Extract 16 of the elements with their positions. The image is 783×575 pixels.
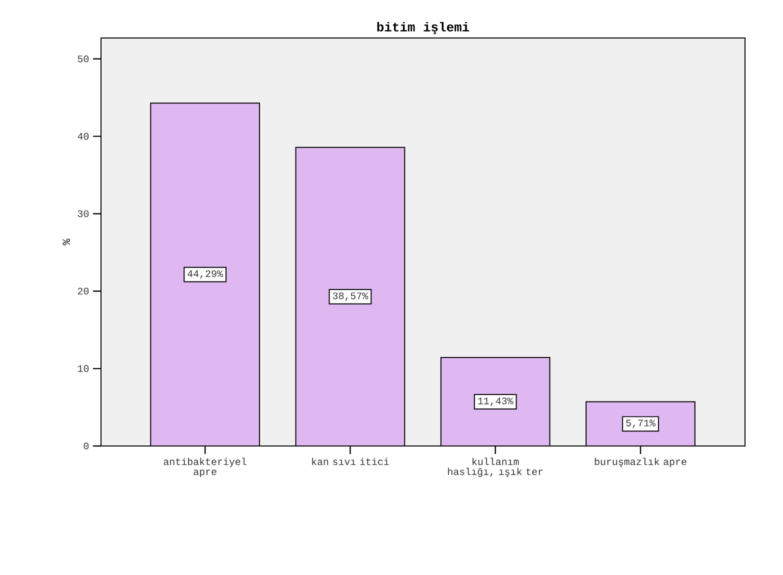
y-tick-label: 40 [78,132,89,140]
y-tick-label: 50 [78,56,89,62]
x-tick-label: kan sıvı itici [312,458,389,466]
data-label: 5,71% [626,420,656,428]
x-tick-label: kullanım haslığı, ışık ter [448,458,543,478]
chart-title: bitim işlemi [377,22,470,34]
data-label: 38,57% [332,292,368,301]
y-tick-label: 0 [84,442,89,450]
y-axis-title: % [62,238,70,246]
y-tick-label: 20 [78,288,89,295]
x-tick-label: buruşmazlık apre [594,458,686,468]
y-tick-label: 30 [78,210,89,218]
y-tick-label: 10 [78,365,89,372]
data-label: 44,29% [188,270,224,279]
data-label: 11,43% [478,398,514,406]
x-tick-label: antibakteriyel apre [164,458,246,478]
